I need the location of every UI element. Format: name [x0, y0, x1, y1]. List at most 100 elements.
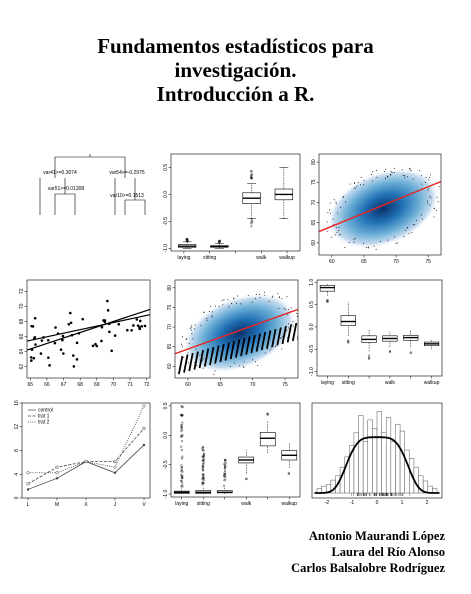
- histogram-bar: [390, 441, 396, 494]
- scatter-point: [117, 322, 121, 326]
- scatter-point: [194, 324, 196, 326]
- tree-node-label: var41>=0.3074: [43, 170, 77, 176]
- scatter-point: [202, 358, 204, 360]
- scatter-point: [281, 298, 283, 300]
- box-outlier: [202, 449, 205, 452]
- scatter-point: [208, 311, 210, 313]
- density-scatter-middle: 60 65 70 75 80 60 65 70 75: [167, 279, 299, 388]
- scatter-point: [353, 238, 355, 240]
- scatter-point: [34, 343, 37, 346]
- y-tick-label: 60: [311, 240, 317, 246]
- scatter-point: [332, 218, 334, 220]
- scatter-point: [257, 364, 259, 366]
- scatter-point: [59, 348, 63, 351]
- scatter-band: [188, 352, 194, 372]
- scatter-point: [404, 229, 406, 231]
- scatter-point: [106, 309, 110, 312]
- y-tick-label: 65: [167, 344, 173, 350]
- legend-label: control: [38, 408, 53, 414]
- box-outlier: [287, 473, 290, 476]
- y-tick-label: 68: [19, 318, 25, 324]
- x-tick-label: J: [114, 502, 117, 508]
- series-marker: [113, 465, 117, 469]
- scatter-point: [331, 236, 333, 238]
- scatter-band: [214, 345, 220, 364]
- box-outlier: [202, 461, 205, 464]
- scatter-point: [288, 308, 290, 310]
- scatter-point: [211, 315, 213, 317]
- scatter-band: [260, 331, 267, 351]
- scatter-point: [228, 306, 230, 308]
- scatter-point: [47, 356, 50, 359]
- tree-node-label: var54>=-0.2975: [109, 170, 145, 176]
- series-marker: [84, 460, 88, 464]
- box-outlier: [224, 465, 227, 468]
- scatter-point: [68, 311, 72, 315]
- box-outlier: [250, 173, 253, 177]
- scatter-band: [224, 342, 230, 361]
- x-tick-label: sitting: [203, 255, 216, 261]
- density-curve: [314, 436, 440, 494]
- scatter-point: [254, 361, 256, 363]
- scatter-point: [286, 296, 288, 298]
- box-outlier: [223, 475, 226, 478]
- box-outlier: [347, 339, 350, 342]
- scatter-point: [233, 298, 235, 300]
- y-tick-label: 75: [167, 304, 173, 310]
- box-outlier: [180, 423, 183, 427]
- box-outlier: [180, 473, 183, 476]
- scatter-point: [264, 352, 266, 354]
- scatter-point: [344, 246, 346, 248]
- box-outlier: [180, 435, 183, 439]
- histogram-bar: [404, 449, 410, 494]
- book-title: Fundamentos estadísticos para investigac…: [0, 34, 471, 106]
- scatter-point: [329, 202, 331, 204]
- scatter-point: [335, 201, 337, 203]
- series-marker: [113, 471, 117, 474]
- y-tick-label: -1.0: [163, 244, 169, 253]
- scatter-point: [31, 325, 35, 328]
- box: [340, 315, 356, 326]
- scatter-point: [421, 183, 423, 185]
- scatter-point: [407, 227, 409, 229]
- box-outlier: [201, 466, 204, 469]
- scatter-point: [284, 309, 286, 311]
- scatter-point: [221, 300, 223, 302]
- histogram-bar: [358, 415, 364, 494]
- x-tick-label: 66: [44, 382, 50, 388]
- box-outlier: [202, 456, 205, 459]
- scatter-point: [387, 239, 389, 241]
- y-tick-label: 0.5: [163, 164, 169, 171]
- density-layer: [319, 167, 441, 250]
- density-scatter-top: 60 65 70 75 80 60 65 70 75: [311, 153, 442, 265]
- scatter-point: [420, 214, 422, 216]
- histogram-bar: [399, 430, 405, 494]
- scatter-point: [39, 352, 43, 355]
- scatter-point: [339, 233, 341, 235]
- scatter-point: [393, 172, 395, 174]
- scatter-point: [282, 335, 284, 337]
- scatter-point: [409, 169, 411, 171]
- scatter-point: [409, 167, 411, 169]
- x-tick-label: 69: [94, 382, 100, 388]
- y-tick-label: 70: [19, 303, 25, 309]
- scatter-point: [242, 365, 244, 367]
- scatter-point: [190, 326, 192, 328]
- scatter-point: [287, 314, 289, 316]
- scatter-point: [202, 359, 204, 361]
- scatter-point: [428, 188, 430, 190]
- scatter-point: [230, 365, 232, 367]
- scatter-point: [412, 224, 414, 226]
- scatter-point: [29, 356, 33, 359]
- scatter-point: [380, 240, 382, 242]
- y-tick-label: 0: [14, 496, 20, 499]
- scatter-point: [375, 248, 377, 250]
- scatter-point: [345, 201, 347, 203]
- scatter-point: [383, 171, 385, 173]
- y-tick-label: -0.5: [163, 460, 169, 469]
- box-outlier: [181, 421, 184, 424]
- scatter-point: [259, 294, 261, 296]
- scatter-point: [95, 344, 99, 348]
- scatter-point: [390, 173, 392, 175]
- scatter-point: [272, 295, 274, 297]
